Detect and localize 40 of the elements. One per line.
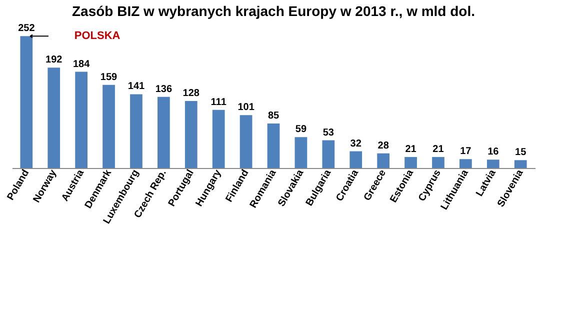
data-label: 15 [515,147,527,158]
data-label: 136 [155,84,172,95]
data-label: 111 [210,96,227,108]
bar [486,160,500,168]
data-label: 141 [128,81,146,92]
data-label: 53 [322,127,334,138]
data-label: 21 [432,144,444,156]
bar [158,96,170,168]
data-label: 101 [238,102,255,114]
data-label: 16 [488,146,500,158]
data-label: 59 [295,124,307,136]
bar [102,84,115,168]
data-label: 85 [268,110,280,122]
bar [240,115,252,168]
bar [75,72,88,168]
bar [404,157,417,168]
chart-title: Zasób BIZ w wybranych krajach Europy w 2013 r., w mld dol. [72,3,476,19]
data-label: 128 [182,88,200,100]
bar [130,94,142,168]
bar [267,124,280,168]
data-label: 184 [72,58,90,70]
bar [294,137,308,168]
bar [460,159,472,168]
bar [432,157,444,168]
bar [20,36,33,168]
data-label: 192 [46,54,63,66]
bar [212,110,225,168]
bar [322,140,335,168]
data-label: 252 [18,23,36,34]
data-label: 17 [460,146,472,158]
bar [514,160,527,168]
bar [350,151,362,168]
bar [48,68,60,168]
data-label: 32 [350,138,362,150]
data-label: 28 [378,140,390,152]
data-label: 21 [405,144,417,156]
bar [184,101,198,168]
data-label: 159 [100,72,118,83]
annotation: POLSKA [74,30,120,42]
bar [377,153,390,168]
